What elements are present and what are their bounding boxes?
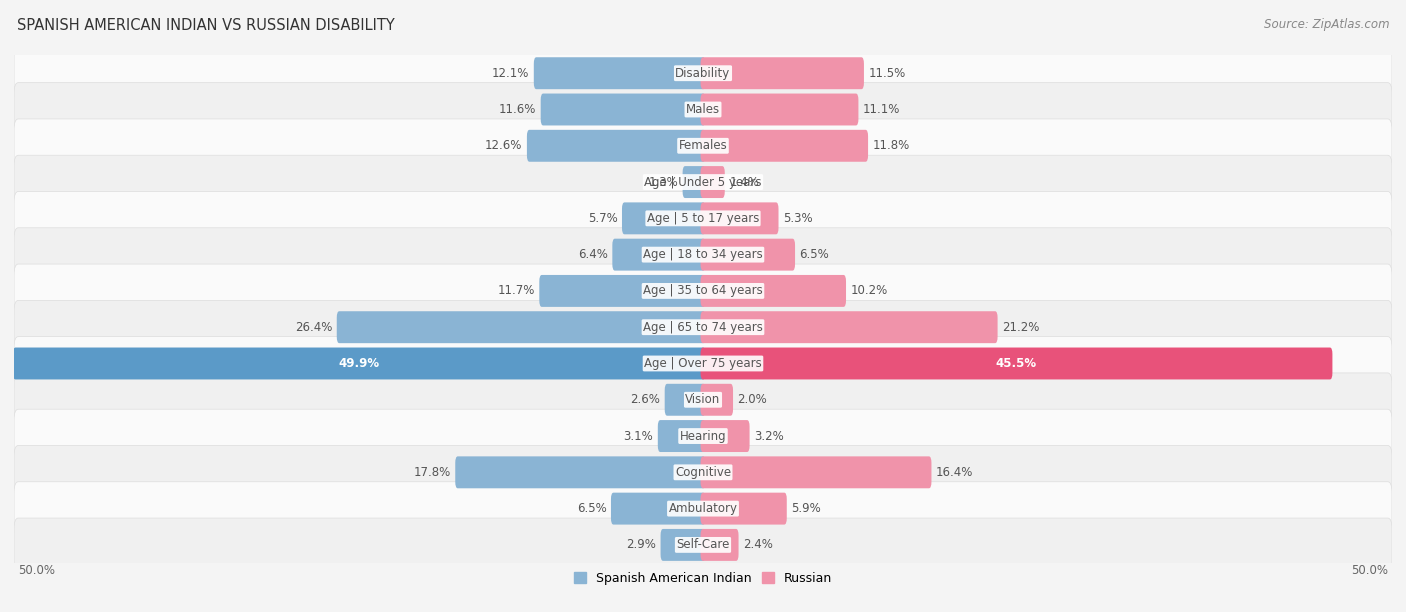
FancyBboxPatch shape	[700, 203, 779, 234]
FancyBboxPatch shape	[337, 312, 706, 343]
Text: Self-Care: Self-Care	[676, 539, 730, 551]
FancyBboxPatch shape	[540, 275, 706, 307]
Text: 2.9%: 2.9%	[626, 539, 657, 551]
FancyBboxPatch shape	[700, 166, 724, 198]
FancyBboxPatch shape	[14, 83, 1392, 136]
Text: 2.6%: 2.6%	[630, 394, 661, 406]
Text: Age | 35 to 64 years: Age | 35 to 64 years	[643, 285, 763, 297]
Text: 11.7%: 11.7%	[498, 285, 534, 297]
Text: 5.7%: 5.7%	[588, 212, 617, 225]
Text: 5.9%: 5.9%	[792, 502, 821, 515]
FancyBboxPatch shape	[700, 529, 738, 561]
Text: 11.1%: 11.1%	[863, 103, 900, 116]
Text: 26.4%: 26.4%	[295, 321, 332, 334]
FancyBboxPatch shape	[621, 203, 706, 234]
FancyBboxPatch shape	[658, 420, 706, 452]
FancyBboxPatch shape	[14, 119, 1392, 173]
FancyBboxPatch shape	[700, 312, 998, 343]
FancyBboxPatch shape	[14, 373, 1392, 427]
Text: SPANISH AMERICAN INDIAN VS RUSSIAN DISABILITY: SPANISH AMERICAN INDIAN VS RUSSIAN DISAB…	[17, 18, 395, 34]
FancyBboxPatch shape	[661, 529, 706, 561]
FancyBboxPatch shape	[700, 420, 749, 452]
Text: Cognitive: Cognitive	[675, 466, 731, 479]
FancyBboxPatch shape	[14, 446, 1392, 499]
FancyBboxPatch shape	[700, 493, 787, 524]
Text: 3.1%: 3.1%	[624, 430, 654, 442]
Text: Age | 5 to 17 years: Age | 5 to 17 years	[647, 212, 759, 225]
FancyBboxPatch shape	[14, 300, 1392, 354]
FancyBboxPatch shape	[613, 239, 706, 271]
FancyBboxPatch shape	[700, 275, 846, 307]
FancyBboxPatch shape	[527, 130, 706, 162]
FancyBboxPatch shape	[700, 130, 868, 162]
FancyBboxPatch shape	[14, 192, 1392, 245]
FancyBboxPatch shape	[700, 94, 859, 125]
FancyBboxPatch shape	[14, 518, 1392, 572]
Text: 49.9%: 49.9%	[339, 357, 380, 370]
FancyBboxPatch shape	[665, 384, 706, 416]
FancyBboxPatch shape	[14, 337, 1392, 390]
FancyBboxPatch shape	[700, 384, 733, 416]
FancyBboxPatch shape	[14, 47, 1392, 100]
Text: 2.0%: 2.0%	[738, 394, 768, 406]
Text: Disability: Disability	[675, 67, 731, 80]
Text: 11.6%: 11.6%	[499, 103, 536, 116]
Text: 16.4%: 16.4%	[936, 466, 973, 479]
FancyBboxPatch shape	[700, 58, 863, 89]
FancyBboxPatch shape	[13, 348, 706, 379]
Legend: Spanish American Indian, Russian: Spanish American Indian, Russian	[568, 567, 838, 590]
Text: Age | 65 to 74 years: Age | 65 to 74 years	[643, 321, 763, 334]
FancyBboxPatch shape	[14, 228, 1392, 282]
FancyBboxPatch shape	[700, 457, 931, 488]
Text: 17.8%: 17.8%	[413, 466, 451, 479]
FancyBboxPatch shape	[541, 94, 706, 125]
Text: Age | 18 to 34 years: Age | 18 to 34 years	[643, 248, 763, 261]
FancyBboxPatch shape	[612, 493, 706, 524]
Text: Vision: Vision	[685, 394, 721, 406]
Text: 1.3%: 1.3%	[648, 176, 678, 188]
Text: 6.5%: 6.5%	[576, 502, 606, 515]
Text: 3.2%: 3.2%	[754, 430, 783, 442]
Text: 21.2%: 21.2%	[1002, 321, 1039, 334]
Text: 6.4%: 6.4%	[578, 248, 607, 261]
Text: Males: Males	[686, 103, 720, 116]
FancyBboxPatch shape	[700, 239, 794, 271]
Text: 50.0%: 50.0%	[18, 564, 55, 577]
FancyBboxPatch shape	[14, 482, 1392, 536]
FancyBboxPatch shape	[682, 166, 706, 198]
Text: Source: ZipAtlas.com: Source: ZipAtlas.com	[1264, 18, 1389, 31]
FancyBboxPatch shape	[456, 457, 706, 488]
Text: 12.1%: 12.1%	[492, 67, 530, 80]
Text: 5.3%: 5.3%	[783, 212, 813, 225]
Text: 11.5%: 11.5%	[869, 67, 905, 80]
FancyBboxPatch shape	[14, 155, 1392, 209]
Text: 2.4%: 2.4%	[742, 539, 773, 551]
FancyBboxPatch shape	[14, 264, 1392, 318]
Text: 50.0%: 50.0%	[1351, 564, 1388, 577]
Text: 45.5%: 45.5%	[995, 357, 1038, 370]
Text: 12.6%: 12.6%	[485, 140, 523, 152]
Text: 1.4%: 1.4%	[730, 176, 759, 188]
Text: Ambulatory: Ambulatory	[668, 502, 738, 515]
FancyBboxPatch shape	[700, 348, 1333, 379]
Text: 6.5%: 6.5%	[800, 248, 830, 261]
Text: 10.2%: 10.2%	[851, 285, 887, 297]
Text: Hearing: Hearing	[679, 430, 727, 442]
Text: Females: Females	[679, 140, 727, 152]
FancyBboxPatch shape	[534, 58, 706, 89]
FancyBboxPatch shape	[14, 409, 1392, 463]
Text: 11.8%: 11.8%	[873, 140, 910, 152]
Text: Age | Under 5 years: Age | Under 5 years	[644, 176, 762, 188]
Text: Age | Over 75 years: Age | Over 75 years	[644, 357, 762, 370]
